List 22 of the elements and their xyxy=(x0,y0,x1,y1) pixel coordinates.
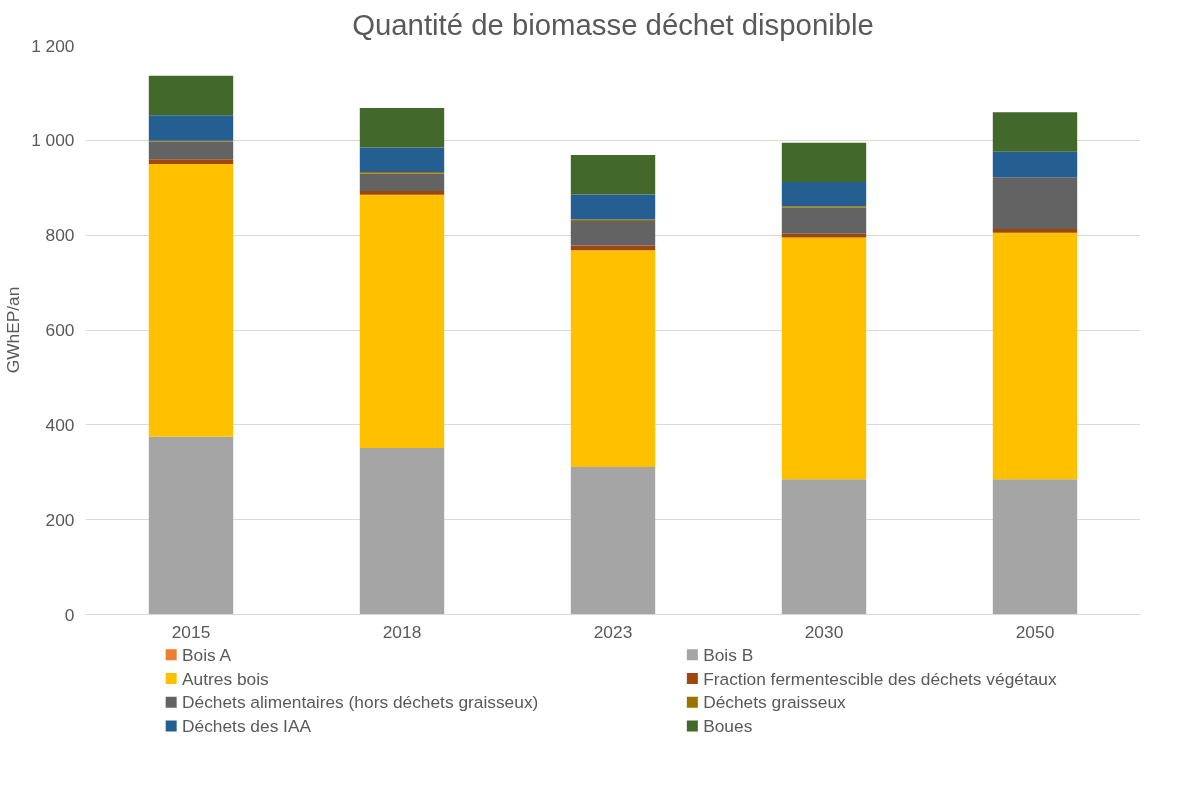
y-tick-label: 400 xyxy=(45,414,75,435)
legend-label: Déchets alimentaires (hors déchets graisseux) xyxy=(181,692,539,713)
legend-label: Autres bois xyxy=(181,668,269,689)
legend-label: Bois B xyxy=(703,644,754,665)
x-tick-label: 2015 xyxy=(171,621,211,642)
x-tick-label: 2050 xyxy=(1015,621,1055,642)
y-tick-label: 200 xyxy=(45,509,75,530)
y-tick-label: 1 000 xyxy=(31,130,75,151)
y-tick-label: 600 xyxy=(45,320,75,340)
x-tick-label: 2023 xyxy=(593,621,633,642)
x-tick-label: 2018 xyxy=(382,621,422,642)
x-tick-label: 2030 xyxy=(804,621,844,642)
y-axis-title: GWhEP/an xyxy=(3,286,24,374)
y-tick-label: 800 xyxy=(45,225,75,246)
y-tick-label: 0 xyxy=(64,604,75,625)
chart-title: Quantité de biomasse déchet disponible xyxy=(352,7,874,41)
legend-label: Déchets des IAA xyxy=(181,716,312,736)
legend-label: Fraction fermentescible des déchets végétaux xyxy=(703,668,1057,689)
legend-label: Déchets graisseux xyxy=(703,692,847,713)
y-tick-label: 1 200 xyxy=(31,35,75,56)
legend-label: Bois A xyxy=(181,644,232,665)
legend-label: Boues xyxy=(703,716,753,736)
